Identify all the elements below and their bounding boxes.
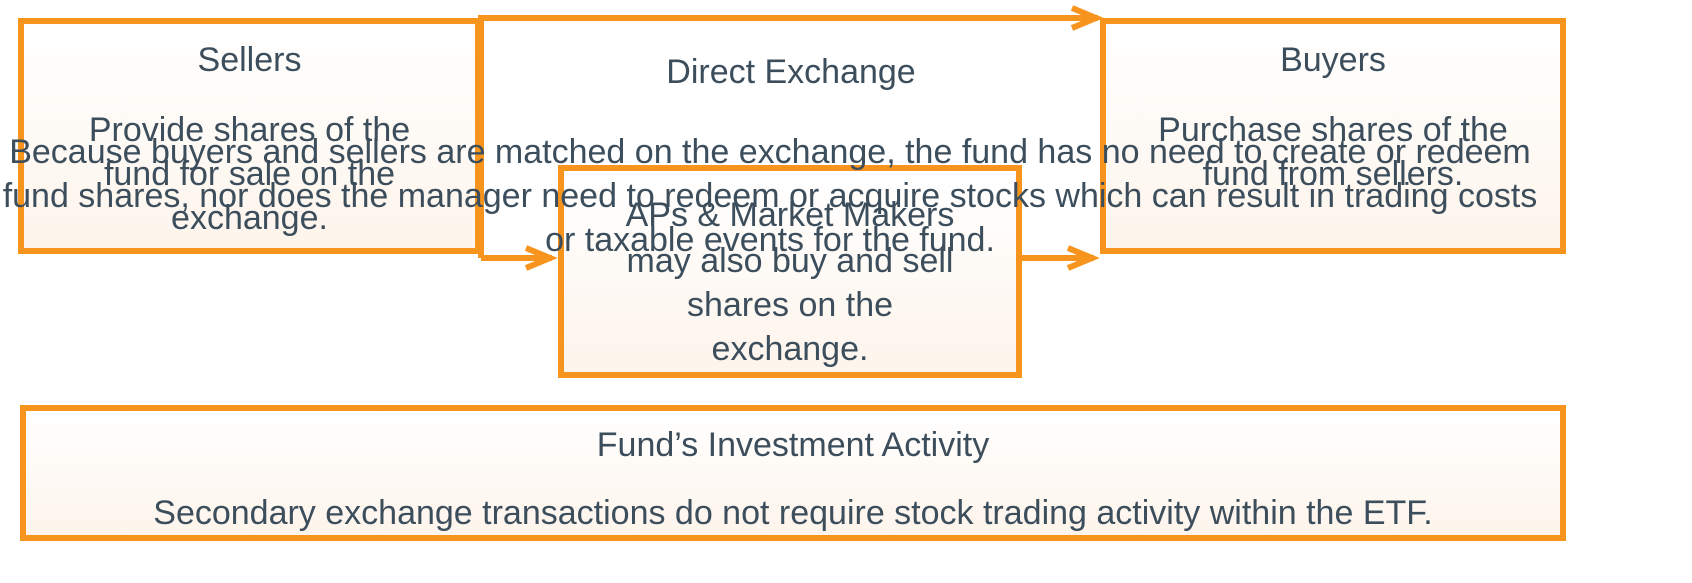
node-text: Purchase shares of the fund from sellers… bbox=[1158, 111, 1508, 193]
arrow-head bbox=[1066, 245, 1100, 271]
node-title: Direct Exchange bbox=[666, 53, 916, 91]
aps-box: APs & Market Makers may also buy and sel… bbox=[558, 165, 1022, 378]
arrow-head bbox=[524, 245, 558, 271]
node-title: Fund’s Investment Activity bbox=[596, 426, 990, 464]
node-title: APs & Market Makers bbox=[625, 196, 955, 234]
arrow-head bbox=[1070, 5, 1104, 31]
exchange-frame bbox=[478, 5, 1104, 271]
buyers-box: Buyers Purchase shares of the fund from … bbox=[1100, 18, 1566, 254]
exchange-text: Because buyers and sellers are matched o… bbox=[2, 133, 1538, 259]
node-text: Secondary exchange transactions do not r… bbox=[153, 494, 1433, 532]
node-text: may also buy and sell shares on the exch… bbox=[626, 242, 954, 368]
activity-box: Fund’s Investment Activity Secondary exc… bbox=[20, 405, 1566, 541]
node-title: Sellers bbox=[197, 41, 302, 79]
node-text: Provide shares of the fund for sale on t… bbox=[88, 111, 411, 237]
sellers-box: Sellers Provide shares of the fund for s… bbox=[18, 18, 481, 254]
frame-line bbox=[478, 15, 1098, 258]
node-title: Buyers bbox=[1280, 41, 1386, 79]
